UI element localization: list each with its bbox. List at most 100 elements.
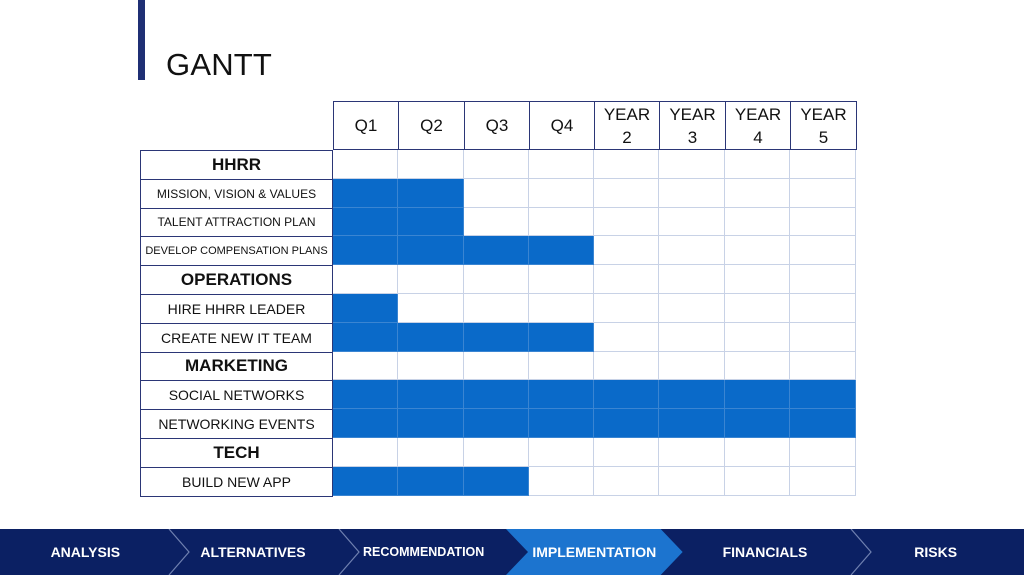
gantt-cell bbox=[725, 438, 790, 467]
gantt-cell bbox=[594, 150, 659, 179]
gantt-bar-segment bbox=[529, 236, 594, 266]
gantt-bar-segment bbox=[464, 236, 529, 266]
gantt-bar-segment bbox=[464, 466, 529, 496]
gantt-bar-segment bbox=[398, 409, 464, 438]
gantt-bar-segment bbox=[398, 380, 464, 410]
gantt-bar-segment bbox=[398, 207, 464, 237]
gantt-cell bbox=[790, 294, 856, 323]
gantt-bar-segment bbox=[659, 380, 725, 410]
gantt-cell bbox=[790, 322, 856, 352]
gantt-cell bbox=[725, 236, 790, 266]
gantt-cell bbox=[594, 322, 659, 352]
gantt-cell bbox=[398, 265, 464, 294]
gantt-cell bbox=[659, 438, 725, 467]
column-header: Q4 bbox=[529, 101, 595, 150]
gantt-cell bbox=[725, 178, 790, 208]
task-label: MISSION, VISION & VALUES bbox=[140, 178, 333, 209]
gantt-cell bbox=[725, 466, 790, 496]
gantt-bar-segment bbox=[725, 380, 790, 410]
column-header: YEAR 2 bbox=[594, 101, 660, 150]
gantt-cell bbox=[725, 322, 790, 352]
gantt-cell bbox=[464, 207, 529, 237]
gantt-cell bbox=[659, 322, 725, 352]
gantt-cell bbox=[594, 466, 659, 496]
section-label: MARKETING bbox=[140, 351, 333, 382]
nav-item-alternatives[interactable]: ALTERNATIVES bbox=[200, 544, 306, 560]
gantt-bar-segment bbox=[725, 409, 790, 438]
gantt-bar-segment bbox=[464, 380, 529, 410]
gantt-cell bbox=[398, 150, 464, 179]
section-label: HHRR bbox=[140, 150, 333, 180]
gantt-cell bbox=[333, 438, 398, 467]
gantt-bar-segment bbox=[333, 380, 398, 410]
gantt-bar-segment bbox=[333, 294, 398, 323]
gantt-bar-segment bbox=[398, 322, 464, 352]
gantt-bar-segment bbox=[529, 322, 594, 352]
gantt-cell bbox=[594, 294, 659, 323]
gantt-cell bbox=[529, 150, 594, 179]
gantt-cell bbox=[659, 178, 725, 208]
gantt-cell bbox=[398, 294, 464, 323]
chevron-separator-icon bbox=[338, 529, 361, 575]
gantt-bar-segment bbox=[464, 322, 529, 352]
nav-item-implementation[interactable]: IMPLEMENTATION bbox=[506, 529, 683, 575]
gantt-cell bbox=[659, 351, 725, 381]
gantt-cell bbox=[790, 466, 856, 496]
gantt-cell bbox=[464, 351, 529, 381]
gantt-cell bbox=[398, 438, 464, 467]
gantt-cell bbox=[464, 265, 529, 294]
gantt-cell bbox=[725, 351, 790, 381]
task-label: NETWORKING EVENTS bbox=[140, 409, 333, 439]
gantt-cell bbox=[333, 265, 398, 294]
column-header: Q2 bbox=[398, 101, 465, 150]
title-accent-bar bbox=[138, 0, 145, 80]
gantt-bar-segment bbox=[333, 178, 398, 208]
gantt-cell bbox=[790, 236, 856, 266]
gantt-cell bbox=[333, 150, 398, 179]
gantt-cell bbox=[659, 150, 725, 179]
gantt-bar-segment bbox=[464, 409, 529, 438]
gantt-cell bbox=[594, 438, 659, 467]
column-header: Q3 bbox=[464, 101, 530, 150]
task-label: CREATE NEW IT TEAM bbox=[140, 322, 333, 353]
gantt-cell bbox=[464, 150, 529, 179]
gantt-bar-segment bbox=[333, 207, 398, 237]
gantt-bar-segment bbox=[790, 380, 856, 410]
column-header: Q1 bbox=[333, 101, 399, 150]
gantt-cell bbox=[725, 294, 790, 323]
nav-item-analysis[interactable]: ANALYSIS bbox=[50, 544, 121, 560]
gantt-cell bbox=[725, 207, 790, 237]
task-label: HIRE HHRR LEADER bbox=[140, 294, 333, 324]
gantt-bar-segment bbox=[594, 380, 659, 410]
gantt-cell bbox=[790, 265, 856, 294]
gantt-cell bbox=[529, 466, 594, 496]
chevron-separator-icon bbox=[850, 529, 873, 575]
gantt-bar-segment bbox=[398, 236, 464, 266]
gantt-cell bbox=[659, 265, 725, 294]
nav-item-risks[interactable]: RISKS bbox=[914, 544, 958, 560]
gantt-cell bbox=[594, 207, 659, 237]
gantt-bar-segment bbox=[333, 466, 398, 496]
nav-item-financials[interactable]: FINANCIALS bbox=[722, 544, 808, 560]
gantt-cell bbox=[790, 150, 856, 179]
task-label: DEVELOP COMPENSATION PLANS bbox=[140, 236, 333, 267]
gantt-cell bbox=[790, 438, 856, 467]
gantt-cell bbox=[659, 236, 725, 266]
task-label: BUILD NEW APP bbox=[140, 466, 333, 497]
gantt-cell bbox=[659, 466, 725, 496]
task-label: TALENT ATTRACTION PLAN bbox=[140, 207, 333, 238]
gantt-bar-segment bbox=[529, 409, 594, 438]
gantt-cell bbox=[790, 207, 856, 237]
section-label: OPERATIONS bbox=[140, 265, 333, 295]
gantt-cell bbox=[464, 294, 529, 323]
gantt-cell bbox=[333, 351, 398, 381]
gantt-cell bbox=[790, 178, 856, 208]
gantt-cell bbox=[725, 150, 790, 179]
gantt-cell bbox=[398, 351, 464, 381]
gantt-cell bbox=[464, 438, 529, 467]
gantt-cell bbox=[529, 438, 594, 467]
column-header: YEAR 3 bbox=[659, 101, 726, 150]
column-header: YEAR 5 bbox=[790, 101, 857, 150]
gantt-cell bbox=[529, 265, 594, 294]
nav-item-recommendation[interactable]: RECOMMENDATION bbox=[363, 545, 485, 559]
